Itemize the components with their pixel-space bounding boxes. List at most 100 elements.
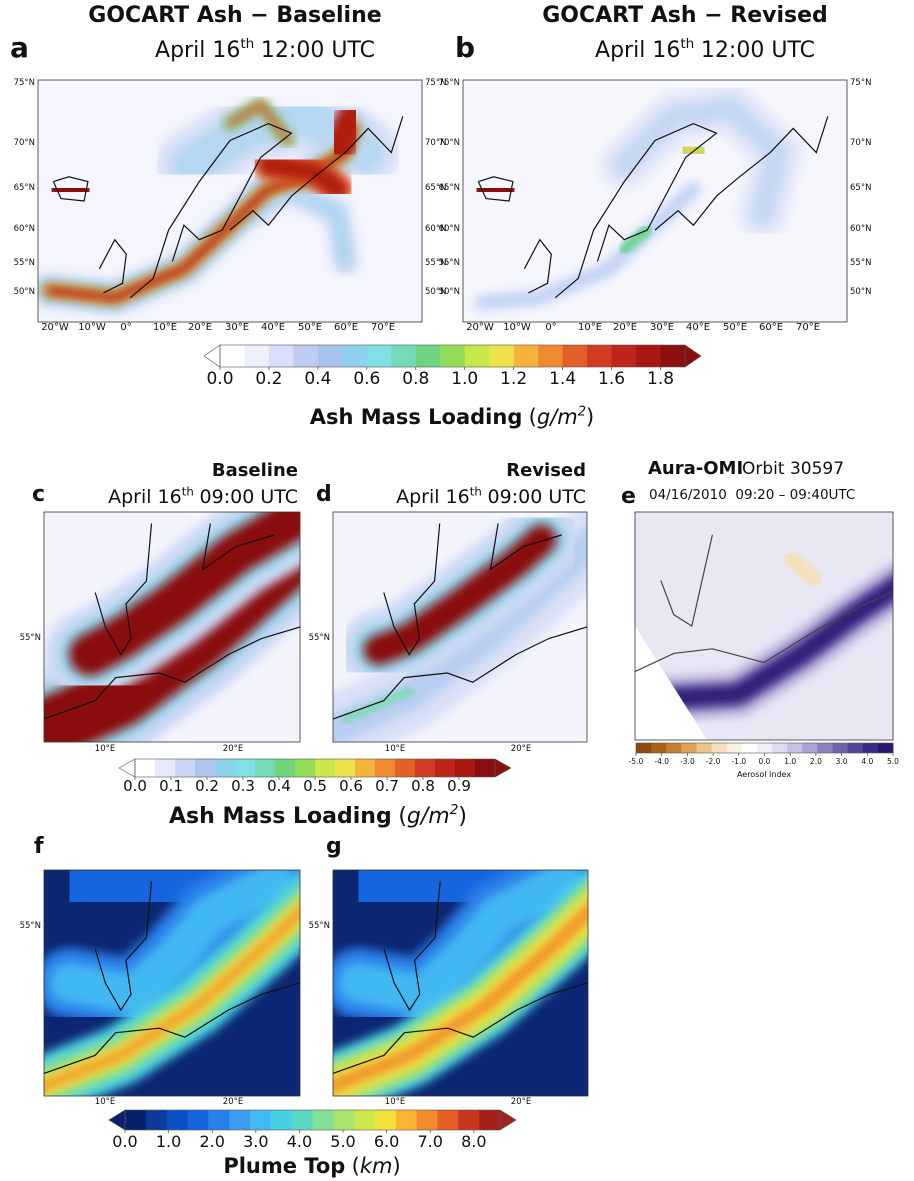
coastline — [635, 591, 893, 673]
colorbar-bin — [235, 759, 256, 777]
lon-label: 20°E — [511, 1097, 531, 1107]
time: 09:00 UTC — [488, 486, 586, 508]
colorbar-bin — [208, 1110, 230, 1130]
colorbar-tick-label: 1.0 — [784, 757, 796, 766]
colorbar-bin — [587, 345, 613, 367]
lon-label: 20°E — [223, 744, 243, 754]
panel-letter: a — [10, 31, 29, 64]
colorbar-tick-label: 3.0 — [243, 1132, 268, 1151]
colorbar-tick-label: 7.0 — [418, 1132, 443, 1151]
plume — [69, 512, 300, 676]
date-sup: th — [182, 484, 194, 498]
colorbar-tick-label: 8.0 — [461, 1132, 486, 1151]
panel-title: GOCART Ash − Baseline — [88, 3, 381, 28]
map — [463, 80, 847, 322]
colorbar-tick-label: 0.6 — [353, 369, 380, 389]
colorbar-unit: ) — [392, 1154, 400, 1178]
colorbar-bin — [166, 1110, 188, 1130]
colorbar-tick-label: 0.0 — [206, 369, 233, 389]
colorbar-frame — [219, 344, 686, 368]
colorbar-bin — [395, 1110, 418, 1130]
colorbar-tick-label: 6.0 — [374, 1132, 399, 1151]
lon-label: 20°W — [466, 322, 494, 333]
lat-label: 60°N — [14, 224, 35, 234]
colorbar-tick-label: 4.0 — [861, 757, 873, 766]
panel-date: April 16th 09:00 UTC — [108, 484, 298, 508]
colorbar-unit: g/m — [537, 405, 578, 429]
coastline — [489, 523, 562, 571]
panel-title: Baseline — [212, 460, 298, 481]
colorbar-bin — [660, 345, 686, 367]
panel-date: April 16th 09:00 UTC — [396, 484, 586, 508]
plume — [340, 686, 415, 724]
colorbar-bin — [475, 759, 496, 777]
plume — [258, 154, 348, 199]
colorbar-bin — [458, 1110, 480, 1130]
lat-label: 55°N — [439, 258, 460, 268]
panel-title: GOCART Ash − Revised — [542, 3, 828, 28]
date-sup: th — [470, 484, 482, 498]
colorbar-bin — [817, 743, 834, 753]
time: 12:00 UTC — [701, 38, 815, 63]
plume — [49, 180, 93, 200]
colorbar-bin — [489, 345, 515, 367]
coastline — [477, 176, 514, 202]
lon-label: 0° — [545, 322, 556, 333]
lat-label: 60°N — [425, 224, 446, 234]
colorbar-tick-label: 2.0 — [199, 1132, 224, 1151]
coastline — [129, 122, 293, 299]
panel-letter: e — [621, 484, 636, 509]
plume — [49, 870, 295, 1015]
colorbar-tick-label: -5.0 — [629, 757, 644, 766]
colorbar-tick-label: 0.0 — [759, 757, 771, 766]
lat-label: 65°N — [850, 183, 871, 193]
colorbar-tick-label: 0.5 — [303, 777, 327, 795]
colorbar-title: Aerosol Index — [737, 770, 791, 779]
colorbar-bin — [696, 743, 713, 753]
colorbar-tick-label: 0.3 — [231, 777, 255, 795]
colorbar-tick-label: 1.2 — [500, 369, 527, 389]
colorbar-bin — [455, 759, 476, 777]
plume — [344, 870, 545, 933]
coastline — [554, 122, 718, 299]
lat-label: 50°N — [425, 287, 446, 297]
colorbar-unit: ) — [586, 405, 594, 429]
colorbar-tick-label: 0.7 — [375, 777, 399, 795]
colorbar-bin — [395, 759, 416, 777]
colorbar-bin — [317, 345, 343, 367]
lon-label: 20°E — [613, 322, 637, 333]
colorbar-bin — [611, 345, 637, 367]
colorbar-bin — [268, 345, 294, 367]
panel-subtitle: Orbit 30597 — [742, 459, 844, 479]
colorbar-unit: 2 — [578, 405, 586, 420]
colorbar-bin — [333, 1110, 355, 1130]
coastline — [44, 626, 300, 720]
colorbar-unit: ( — [398, 804, 407, 829]
lat-label: 65°N — [425, 183, 446, 193]
map-frame — [332, 511, 588, 743]
lon-label: 10°E — [385, 1097, 405, 1107]
colorbar-unit: 2 — [450, 802, 459, 818]
colorbar-bin — [464, 345, 490, 367]
colorbar-bin — [255, 759, 276, 777]
colorbar-tick-label: -1.0 — [731, 757, 746, 766]
panel-letter: g — [326, 834, 342, 859]
lat-label: 50°N — [850, 287, 871, 297]
colorbar-tick-label: 1.8 — [647, 369, 674, 389]
colorbar-tick-label: 0.2 — [255, 369, 282, 389]
map — [333, 512, 587, 742]
no-data — [635, 626, 708, 740]
plume — [55, 870, 256, 933]
colorbar-bin — [562, 345, 588, 367]
colorbar-extend — [684, 344, 702, 368]
colorbar-bin — [437, 1110, 459, 1130]
coastline — [654, 116, 829, 231]
colorbar-label: Ash Mass Loading — [310, 405, 523, 429]
lat-label: 70°N — [439, 138, 460, 148]
plume — [612, 97, 790, 226]
plume — [474, 180, 518, 200]
coastline — [333, 982, 588, 1074]
plume — [333, 904, 588, 1093]
lon-label: 40°E — [261, 322, 285, 333]
